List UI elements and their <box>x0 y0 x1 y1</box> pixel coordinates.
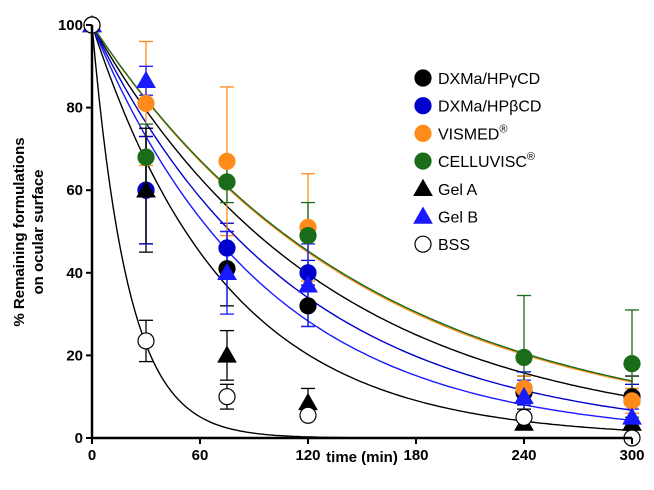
x-tick-label: 300 <box>619 447 644 464</box>
point-5-5 <box>622 407 642 425</box>
point-3-4 <box>515 348 533 367</box>
point-6-4 <box>515 408 533 426</box>
point-5-3 <box>298 275 318 293</box>
point-6-1 <box>137 332 155 350</box>
y-axis-label-line2: on ocular surface <box>30 169 47 294</box>
x-tick-label: 240 <box>511 447 536 464</box>
y-tick-label: 60 <box>66 182 83 199</box>
legend-label-6: BSS <box>438 237 470 254</box>
legend: DXMa/HPγCD DXMa/HPβCD VISMED® CELLUVISC® Gel… <box>413 69 541 254</box>
legend-label-4: Gel A <box>438 182 477 199</box>
fit-curve-5 <box>91 24 633 421</box>
fit-curves <box>91 24 633 439</box>
x-axis-label: time (min) <box>326 449 398 466</box>
x-tick-label: 0 <box>88 447 96 464</box>
legend-marker-2 <box>414 124 432 142</box>
x-tick-label: 60 <box>192 447 209 464</box>
point-4-2 <box>217 345 237 363</box>
fit-curve-4 <box>91 24 633 432</box>
point-5-4 <box>514 386 534 404</box>
point-6-3 <box>299 406 317 424</box>
fit-curve-3 <box>91 24 633 382</box>
point-3-3 <box>299 227 317 245</box>
y-tick-label: 80 <box>66 100 83 117</box>
point-2-1 <box>137 94 155 113</box>
point-4-1 <box>136 180 156 198</box>
y-tick-label: 100 <box>58 17 83 34</box>
legend-label-0: DXMa/HPγCD <box>438 71 540 88</box>
fit-curve-2 <box>91 24 633 383</box>
y-axis-label-line1: % Remaining formulations <box>11 137 28 326</box>
legend-label-1: DXMa/HPβCD <box>438 99 541 116</box>
point-0-3 <box>299 297 317 315</box>
legend-marker-1 <box>414 97 432 115</box>
legend-label-3: CELLUVISC® <box>438 151 535 171</box>
y-tick-label: 40 <box>66 265 83 282</box>
y-tick-label: 20 <box>66 347 83 364</box>
x-tick-label: 120 <box>295 447 320 464</box>
point-3-1 <box>137 148 155 166</box>
point-3-5 <box>623 355 641 373</box>
legend-marker-4 <box>413 178 433 197</box>
fit-curve-0 <box>91 24 633 398</box>
x-tick-label: 180 <box>403 447 428 464</box>
axes <box>90 25 632 440</box>
legend-marker-3 <box>414 152 432 170</box>
fit-curve-6 <box>91 24 632 439</box>
y-tick-label: 0 <box>75 430 83 447</box>
legend-marker-0 <box>414 69 432 87</box>
legend-marker-5 <box>413 206 433 224</box>
point-2-2 <box>218 152 236 170</box>
ticks: 0 60 120 180 240 300 0 20 40 60 80 100 <box>58 17 645 464</box>
point-1-2 <box>218 239 236 257</box>
point-5-2 <box>217 262 237 281</box>
point-3-2 <box>218 173 236 191</box>
point-5-1 <box>136 70 156 89</box>
legend-label-2: VISMED® <box>438 123 507 143</box>
point-6-2 <box>218 388 236 406</box>
legend-marker-6 <box>414 235 432 253</box>
legend-label-5: Gel B <box>438 210 478 227</box>
point-2-5 <box>623 392 641 410</box>
fit-curve-1 <box>91 24 633 411</box>
